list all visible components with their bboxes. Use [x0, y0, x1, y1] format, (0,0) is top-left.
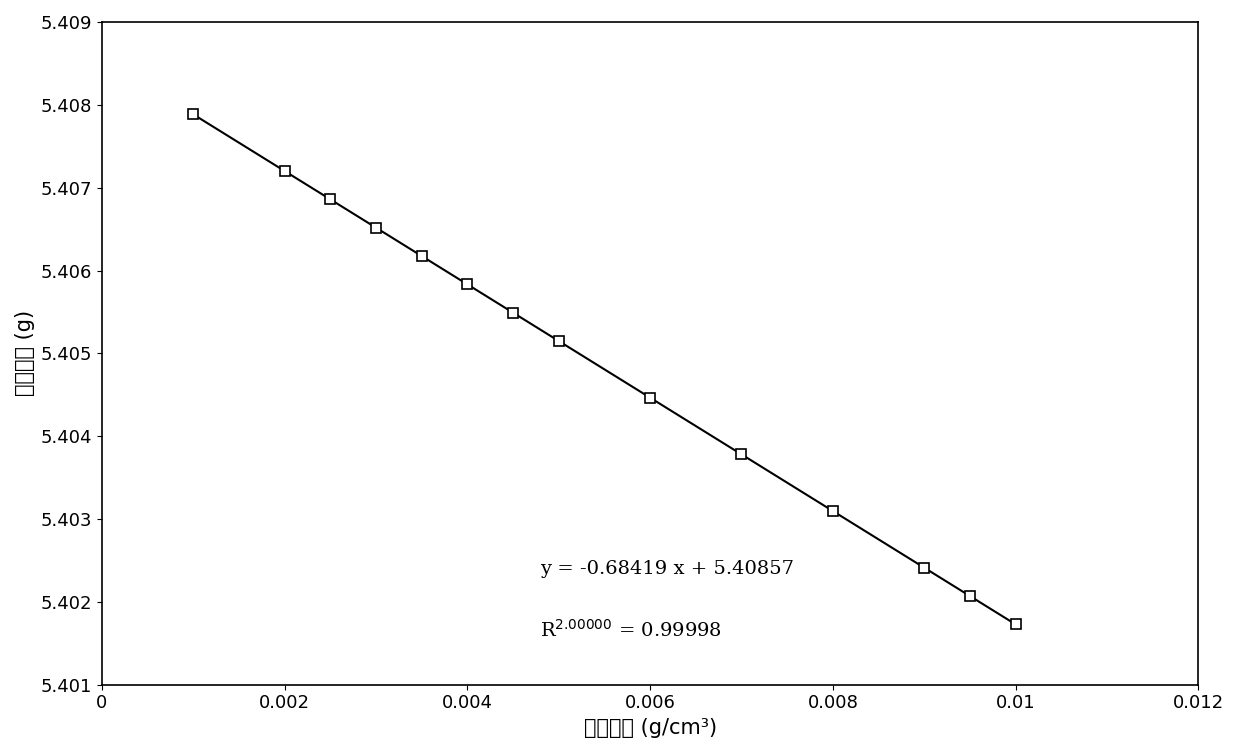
X-axis label: 氮气密度 (g/cm³): 氮气密度 (g/cm³)	[584, 718, 716, 738]
Y-axis label: 天平质量 (g): 天平质量 (g)	[15, 310, 35, 396]
Text: y = -0.68419 x + 5.40857: y = -0.68419 x + 5.40857	[540, 560, 794, 578]
Text: R$^{2.00000}$ = 0.99998: R$^{2.00000}$ = 0.99998	[540, 618, 722, 640]
